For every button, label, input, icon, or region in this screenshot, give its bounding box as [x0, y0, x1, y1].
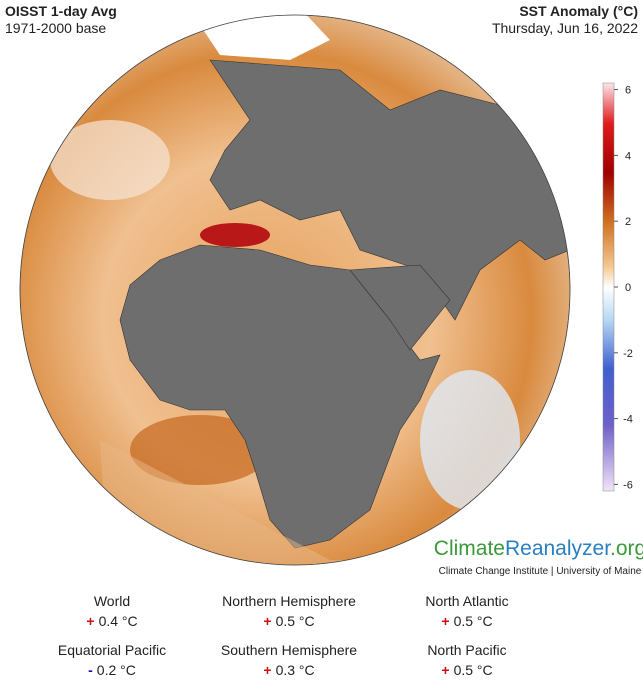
brand-subtext: Climate Change Institute | University of… — [439, 566, 642, 577]
colorbar-tick-label: -4 — [623, 414, 633, 426]
globe — [19, 14, 571, 566]
colorbar-tick-label: 2 — [625, 216, 631, 228]
colorbar-tick-label: 6 — [625, 85, 631, 97]
colorbar-tick-label: 4 — [625, 150, 631, 162]
stat-sign: + — [263, 613, 271, 629]
brand-part: .org — [610, 537, 643, 560]
stat-sign: - — [88, 662, 93, 678]
stat-value: +​0.4 °C — [86, 613, 137, 629]
stat-name: North Pacific — [427, 642, 506, 658]
stat-value: +​0.5 °C — [441, 662, 492, 678]
title: OISST 1-day Avg — [5, 3, 117, 19]
stat-name: Northern Hemisphere — [222, 593, 356, 609]
stat-name: North Atlantic — [425, 593, 508, 609]
colorbar-tick-label: -6 — [623, 479, 633, 491]
variable: SST Anomaly (°C) — [519, 3, 638, 19]
stat-sign: + — [441, 662, 449, 678]
stat-number: 0.5 °C — [454, 662, 493, 678]
stat-value: +​0.5 °C — [263, 613, 314, 629]
stat-number: 0.3 °C — [276, 662, 315, 678]
brand-part: Reanalyzer — [505, 537, 611, 560]
brand: ClimateReanalyzer.org — [434, 537, 643, 560]
colorbar — [602, 82, 615, 492]
colorbar-tick-label: -2 — [623, 348, 633, 360]
stat-number: 0.4 °C — [99, 613, 138, 629]
stat-sign: + — [263, 662, 271, 678]
stat-name: World — [94, 593, 130, 609]
stat-value: +​0.3 °C — [263, 662, 314, 678]
colorbar-tick-label: 0 — [625, 282, 631, 294]
stat-value: +​0.5 °C — [441, 613, 492, 629]
brand-part: Climate — [434, 537, 505, 560]
stat-name: Southern Hemisphere — [221, 642, 357, 658]
stat-number: 0.5 °C — [276, 613, 315, 629]
stat-number: 0.5 °C — [454, 613, 493, 629]
stat-name: Equatorial Pacific — [58, 642, 166, 658]
stat-sign: + — [86, 613, 94, 629]
subtitle: 1971-2000 base — [5, 20, 106, 36]
stat-value: -​0.2 °C — [88, 662, 136, 678]
stat-number: 0.2 °C — [97, 662, 136, 678]
date: Thursday, Jun 16, 2022 — [492, 20, 638, 36]
stat-sign: + — [441, 613, 449, 629]
